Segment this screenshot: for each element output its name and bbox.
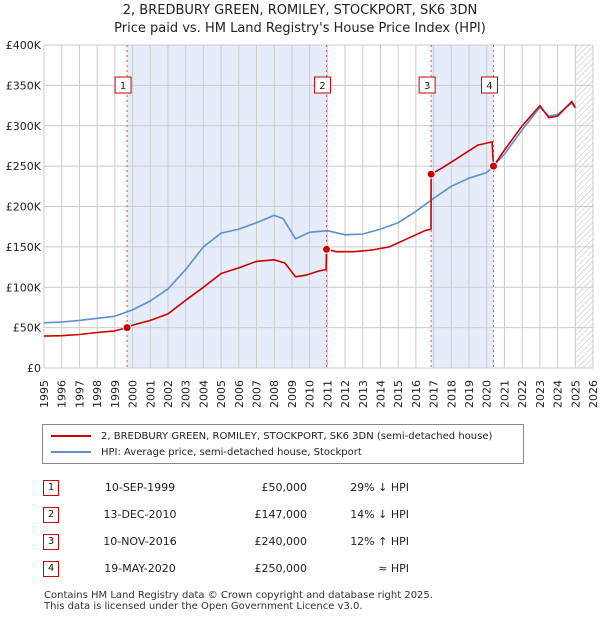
sale-number-label: 1 bbox=[120, 81, 126, 92]
x-tick-label: 2012 bbox=[339, 380, 352, 408]
x-tick-label: 2010 bbox=[304, 380, 317, 408]
x-tick-label: 2017 bbox=[428, 380, 441, 408]
sale-number: 1 bbox=[43, 479, 59, 496]
sale-number: 2 bbox=[43, 506, 59, 523]
sale-number-box bbox=[114, 76, 132, 94]
sale-number-label: 3 bbox=[424, 81, 430, 92]
hpi-line bbox=[43, 102, 576, 324]
sale-price: £250,000 bbox=[254, 562, 308, 575]
sale-point bbox=[488, 161, 498, 171]
legend-label-hpi: HPI: Average price, semi-detached house,… bbox=[101, 446, 362, 458]
table-row: 2 13-DEC-2010 £147,000 14% ↓ HPI bbox=[40, 501, 409, 528]
x-tick-label: 2018 bbox=[445, 380, 458, 408]
table-row: 4 19-MAY-2020 £250,000 ≈ HPI bbox=[40, 555, 409, 582]
x-tick-label: 2013 bbox=[357, 380, 370, 408]
sale-price: £50,000 bbox=[261, 481, 308, 494]
sale-hpi-compare: ≈ HPI bbox=[378, 562, 409, 575]
y-tick-label: £250K bbox=[6, 160, 42, 173]
sale-number: 3 bbox=[43, 533, 59, 550]
sale-price: £147,000 bbox=[254, 508, 308, 521]
legend: 2, BREDBURY GREEN, ROMILEY, STOCKPORT, S… bbox=[42, 424, 524, 464]
sale-number-box bbox=[313, 76, 331, 94]
sale-hpi-compare: 12% ↑ HPI bbox=[350, 535, 409, 548]
footer-licence: This data is licensed under the Open Gov… bbox=[44, 601, 363, 612]
x-tick-label: 2023 bbox=[534, 380, 547, 408]
y-tick-label: £400K bbox=[6, 39, 42, 52]
sale-point bbox=[321, 244, 331, 254]
x-tick-label: 2006 bbox=[233, 380, 246, 408]
x-tick-label: 2014 bbox=[374, 380, 387, 408]
footer: Contains HM Land Registry data © Crown c… bbox=[44, 590, 433, 612]
x-tick-label: 2007 bbox=[251, 380, 264, 408]
y-tick-label: £300K bbox=[6, 120, 42, 133]
x-tick-label: 2020 bbox=[481, 380, 494, 408]
table-row: 3 10-NOV-2016 £240,000 12% ↑ HPI bbox=[40, 528, 409, 555]
x-tick-label: 2026 bbox=[587, 380, 600, 408]
x-tick-label: 2002 bbox=[162, 380, 175, 408]
y-tick-label: £150K bbox=[6, 241, 42, 254]
sale-hpi-compare: 29% ↓ HPI bbox=[350, 481, 409, 494]
legend-entry-property: 2, BREDBURY GREEN, ROMILEY, STOCKPORT, S… bbox=[51, 428, 492, 444]
legend-entry-hpi: HPI: Average price, semi-detached house,… bbox=[51, 444, 362, 460]
x-tick-label: 2022 bbox=[516, 380, 529, 408]
legend-swatch-hpi bbox=[51, 451, 91, 453]
sale-point bbox=[426, 169, 436, 179]
chart-title: 2, BREDBURY GREEN, ROMILEY, STOCKPORT, S… bbox=[122, 3, 478, 18]
sale-number-label: 2 bbox=[319, 81, 325, 92]
x-tick-label: 2024 bbox=[552, 380, 565, 408]
x-tick-label: 1995 bbox=[38, 380, 51, 408]
footer-copyright: Contains HM Land Registry data © Crown c… bbox=[44, 590, 433, 601]
chart-title-block: 2, BREDBURY GREEN, ROMILEY, STOCKPORT, S… bbox=[0, 2, 600, 38]
y-tick-label: £350K bbox=[6, 79, 42, 92]
x-tick-label: 1997 bbox=[73, 380, 86, 408]
x-tick-label: 2015 bbox=[392, 380, 405, 408]
x-tick-label: 2019 bbox=[463, 380, 476, 408]
y-tick-label: £200K bbox=[6, 201, 42, 214]
y-tick-label: £100K bbox=[6, 281, 42, 294]
x-tick-label: 2004 bbox=[197, 380, 210, 408]
y-tick-label: £50K bbox=[13, 322, 42, 335]
x-tick-label: 2008 bbox=[268, 380, 281, 408]
x-tick-label: 2021 bbox=[498, 380, 511, 408]
x-tick-label: 2009 bbox=[286, 380, 299, 408]
sale-number-label: 4 bbox=[486, 81, 492, 92]
sale-date: 10-NOV-2016 bbox=[103, 535, 177, 548]
x-tick-label: 2016 bbox=[410, 380, 423, 408]
x-tick-label: 2000 bbox=[127, 380, 140, 408]
x-tick-label: 2003 bbox=[180, 380, 193, 408]
price-chart: 1 2 3 4 £0 £50K £100K £150K £200K £250K £300K £350… bbox=[6, 39, 600, 408]
sale-date: 10-SEP-1999 bbox=[104, 481, 176, 494]
sale-date: 13-DEC-2010 bbox=[103, 508, 177, 521]
sale-point bbox=[122, 323, 132, 333]
sale-number-box bbox=[480, 76, 498, 94]
x-tick-label: 2001 bbox=[144, 380, 157, 408]
x-tick-label: 1998 bbox=[91, 380, 104, 408]
legend-label-property: 2, BREDBURY GREEN, ROMILEY, STOCKPORT, S… bbox=[101, 430, 493, 442]
x-tick-label: 2011 bbox=[321, 380, 334, 408]
x-tick-label: 2005 bbox=[215, 380, 228, 408]
x-tick-label: 2025 bbox=[569, 380, 582, 408]
legend-swatch-property bbox=[51, 435, 91, 437]
table-row: 1 10-SEP-1999 £50,000 29% ↓ HPI bbox=[40, 474, 409, 501]
sale-number-box bbox=[418, 76, 436, 94]
sale-number: 4 bbox=[43, 560, 59, 577]
sales-table: 1 10-SEP-1999 £50,000 29% ↓ HPI 2 13-DEC… bbox=[40, 474, 409, 582]
x-tick-label: 1999 bbox=[109, 380, 122, 408]
x-tick-label: 1996 bbox=[56, 380, 69, 408]
forecast-hatch bbox=[575, 45, 593, 368]
sale-hpi-compare: 14% ↓ HPI bbox=[350, 508, 409, 521]
sale-price: £240,000 bbox=[254, 535, 308, 548]
chart-subtitle: Price paid vs. HM Land Registry's House … bbox=[114, 21, 486, 36]
y-tick-label: £0 bbox=[27, 362, 41, 375]
sale-date: 19-MAY-2020 bbox=[104, 562, 176, 575]
